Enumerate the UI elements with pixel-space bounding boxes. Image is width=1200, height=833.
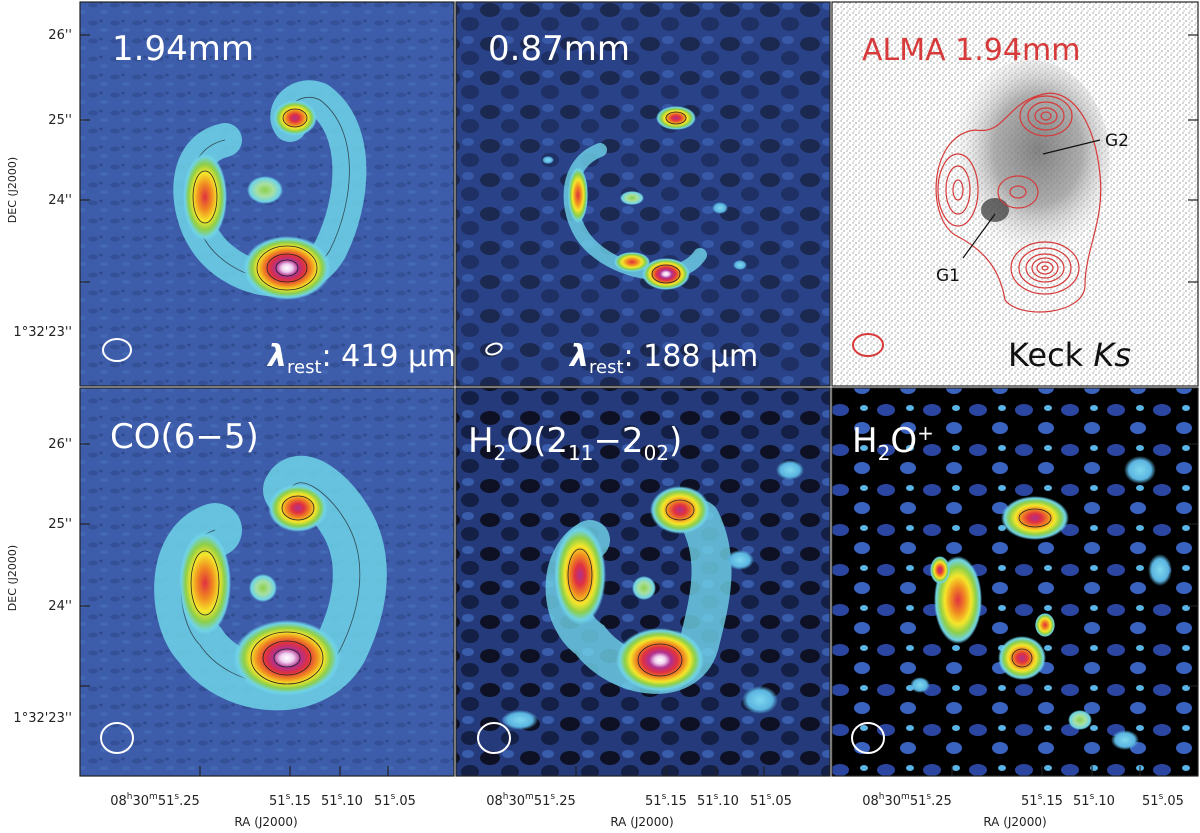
y-tick-label: 25'' bbox=[48, 113, 72, 128]
panel-title: H2O(211−202) bbox=[468, 421, 682, 465]
panel-h2o-plus: H2O+ bbox=[832, 388, 1198, 776]
x-axis-3: 08h30m51s.25 51s.15 51s.10 51s.05 RA (J2… bbox=[862, 792, 1184, 829]
panel-0-87mm: 0.87mm λrest: 188 μm bbox=[456, 2, 830, 386]
x-tick-label: 08h30m51s.25 bbox=[486, 792, 576, 809]
panel-co-6-5: CO(6−5) bbox=[80, 388, 454, 776]
galaxy-glow bbox=[950, 60, 1110, 260]
x-axis-1: 08h30m51s.25 51s.15 51s.10 51s.05 RA (J2… bbox=[110, 792, 416, 829]
y-axis-label: DEC (J2000) bbox=[6, 545, 19, 611]
y-tick-label: 24'' bbox=[48, 599, 72, 614]
rest-wavelength-label: λrest: 419 μm bbox=[266, 339, 456, 378]
beam-ellipse bbox=[102, 338, 132, 362]
x-tick-label: 51s.10 bbox=[697, 792, 739, 809]
panel-frames bbox=[79, 1, 1199, 777]
rest-wavelength-label: λrest: 188 μm bbox=[568, 339, 758, 378]
y-tick-label: 24'' bbox=[48, 193, 72, 208]
beam-ellipse bbox=[851, 722, 885, 754]
panel-title: CO(6−5) bbox=[110, 417, 259, 457]
panel-title: 0.87mm bbox=[488, 29, 630, 69]
beam-ellipse bbox=[852, 333, 884, 357]
keck-label: Keck Ks bbox=[1008, 336, 1131, 374]
tick-marks bbox=[80, 34, 1198, 776]
x-tick-label: 51s.05 bbox=[750, 792, 792, 809]
x-axis-2: 08h30m51s.25 51s.15 51s.10 51s.05 RA (J2… bbox=[486, 792, 792, 829]
x-tick-label: 51s.05 bbox=[1142, 792, 1184, 809]
x-tick-label: 51s.15 bbox=[269, 792, 311, 809]
panel-h2o-211-202: H2O(211−202) bbox=[456, 388, 830, 776]
y-tick-label: 25'' bbox=[48, 517, 72, 532]
panel-alma-keck: G2 G1 ALMA 1.94mm Keck Ks bbox=[832, 2, 1198, 386]
panel-1-94mm: 1.94mm λrest: 419 μm bbox=[80, 2, 456, 386]
panel-title: ALMA 1.94mm bbox=[862, 33, 1080, 68]
x-tick-label: 51s.05 bbox=[374, 792, 416, 809]
label-g2: G2 bbox=[1105, 131, 1129, 151]
x-tick-label: 08h30m51s.25 bbox=[862, 792, 952, 809]
x-tick-label: 51s.10 bbox=[321, 792, 363, 809]
panel-title: 1.94mm bbox=[112, 29, 254, 69]
y-tick-label: 1°32'23'' bbox=[13, 711, 72, 726]
y-tick-label: 1°32'23'' bbox=[13, 325, 72, 340]
y-tick-label: 26'' bbox=[48, 437, 72, 452]
x-tick-label: 51s.10 bbox=[1073, 792, 1115, 809]
beam-ellipse bbox=[485, 342, 503, 356]
beam-ellipse bbox=[100, 722, 134, 754]
y-tick-label: 26'' bbox=[48, 28, 72, 43]
x-axis-label: RA (J2000) bbox=[234, 815, 297, 829]
alma-contours bbox=[935, 92, 1102, 313]
x-tick-label: 51s.15 bbox=[1021, 792, 1063, 809]
label-g1: G1 bbox=[936, 266, 960, 286]
x-axis-label: RA (J2000) bbox=[983, 815, 1046, 829]
y-axis-top: 26'' 25'' 24'' 1°32'23'' DEC (J2000) bbox=[6, 28, 72, 340]
x-axis-label: RA (J2000) bbox=[610, 815, 673, 829]
x-tick-label: 51s.15 bbox=[645, 792, 687, 809]
y-axis-bottom: 26'' 25'' 24'' 1°32'23'' DEC (J2000) bbox=[6, 437, 72, 726]
x-tick-label: 08h30m51s.25 bbox=[110, 792, 200, 809]
y-axis-label: DEC (J2000) bbox=[6, 157, 19, 223]
panel-title: H2O+ bbox=[852, 421, 934, 465]
beam-ellipse bbox=[477, 722, 511, 754]
